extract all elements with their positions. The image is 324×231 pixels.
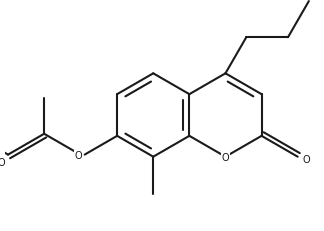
Text: O: O	[0, 157, 5, 167]
Text: O: O	[222, 152, 229, 162]
Text: O: O	[302, 154, 310, 164]
Text: O: O	[75, 150, 83, 160]
